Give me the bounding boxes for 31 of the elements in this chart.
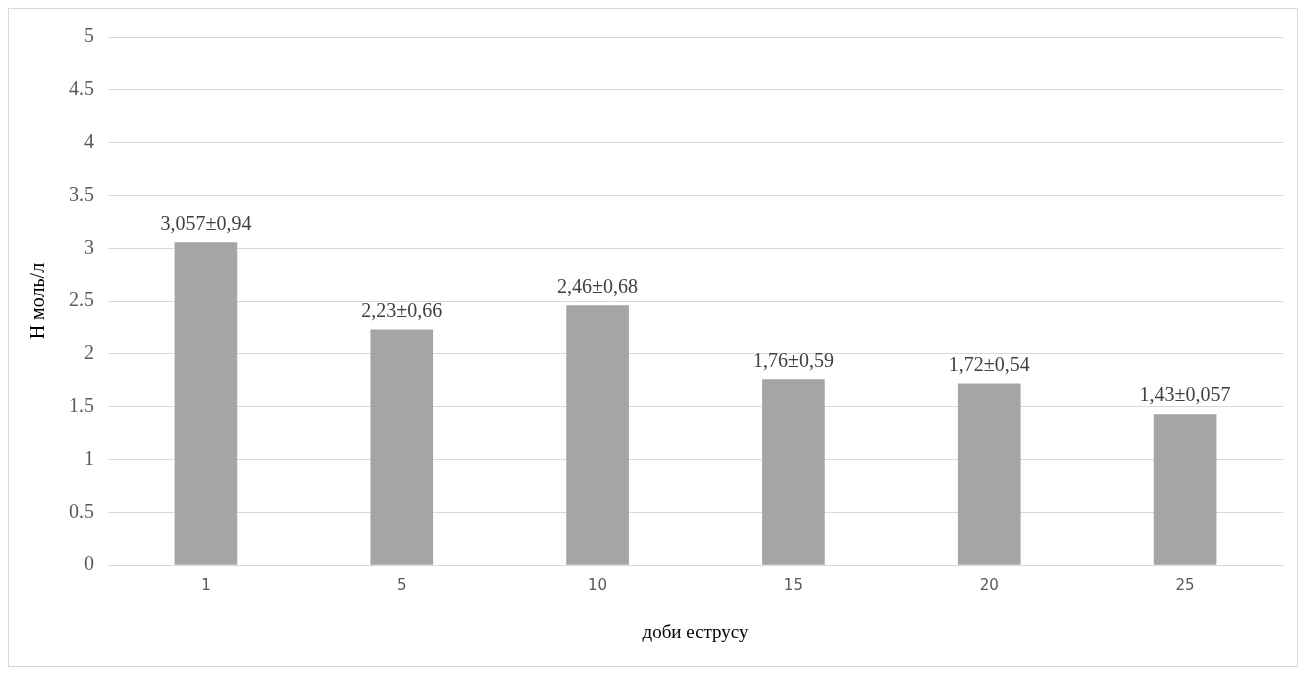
bar bbox=[762, 379, 825, 565]
data-label: 2,23±0,66 bbox=[361, 298, 443, 321]
bar bbox=[370, 329, 434, 565]
y-tick-label: 0.5 bbox=[69, 499, 94, 522]
data-label: 1,43±0,057 bbox=[1139, 383, 1231, 406]
x-tick-label: 1 bbox=[201, 576, 211, 595]
x-axis-title: доби еструсу bbox=[642, 620, 750, 642]
x-tick-label: 15 bbox=[783, 576, 803, 595]
x-tick-label: 10 bbox=[588, 576, 608, 595]
bar bbox=[957, 383, 1021, 565]
y-tick-label: 2 bbox=[84, 341, 94, 364]
data-label: 2,46±0,68 bbox=[557, 274, 639, 297]
y-axis-title: Н моль/л bbox=[26, 262, 49, 340]
y-tick-label: 4.5 bbox=[69, 77, 94, 100]
data-label: 1,72±0,54 bbox=[948, 352, 1030, 375]
y-tick-label: 3.5 bbox=[69, 182, 94, 205]
x-tick-label: 20 bbox=[979, 576, 999, 595]
x-tick-label: 25 bbox=[1175, 576, 1195, 595]
bar bbox=[566, 305, 629, 565]
y-tick-label: 5 bbox=[84, 24, 94, 47]
y-tick-label: 4 bbox=[84, 129, 94, 152]
x-tick-label: 5 bbox=[396, 576, 407, 595]
y-tick-label: 3 bbox=[84, 235, 94, 258]
bar bbox=[174, 242, 238, 565]
bar bbox=[1153, 414, 1217, 565]
y-tick-label: 0 bbox=[84, 552, 94, 575]
data-label: 3,057±0,94 bbox=[160, 211, 252, 234]
y-tick-label: 1 bbox=[84, 446, 94, 469]
y-tick-label: 2.5 bbox=[69, 288, 94, 311]
data-label: 1,76±0,59 bbox=[752, 348, 834, 371]
y-tick-label: 1.5 bbox=[69, 393, 94, 416]
